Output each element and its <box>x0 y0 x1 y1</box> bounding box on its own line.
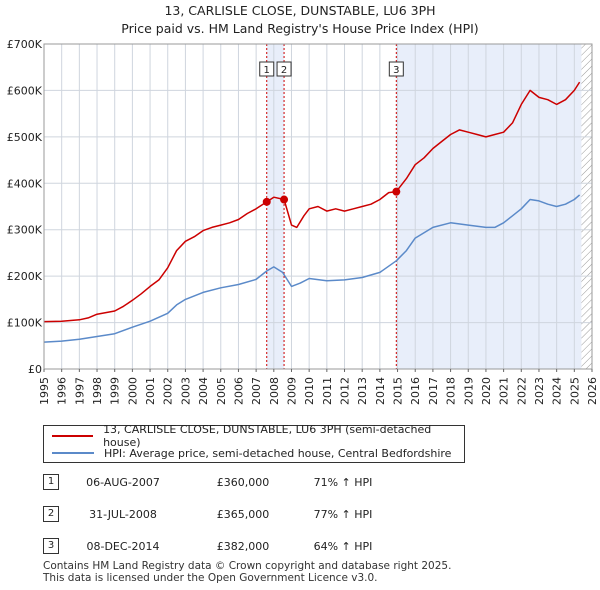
sale-price: £365,000 <box>216 508 270 521</box>
x-tick-label: 2008 <box>268 377 281 405</box>
legend-label-hpi: HPI: Average price, semi-detached house,… <box>104 446 452 460</box>
x-tick-label: 2025 <box>568 377 581 405</box>
x-tick-label: 2013 <box>356 377 369 405</box>
x-tick-label: 2009 <box>285 377 298 405</box>
legend-entry-property: 13, CARLISLE CLOSE, DUNSTABLE, LU6 3PH (… <box>52 423 464 449</box>
footer-attribution: Contains HM Land Registry data © Crown c… <box>43 560 452 584</box>
x-tick-label: 2020 <box>480 377 493 405</box>
legend-label-property: 13, CARLISLE CLOSE, DUNSTABLE, LU6 3PH (… <box>103 423 432 449</box>
chart-subtitle: Price paid vs. HM Land Registry's House … <box>121 21 479 36</box>
sale-1-marker-box <box>259 61 275 77</box>
chart-title-block: 13, CARLISLE CLOSE, DUNSTABLE, LU6 3PH P… <box>0 2 600 38</box>
x-tick-label: 2022 <box>515 377 528 405</box>
table-row: 2 31-JUL-2008 £365,000 77% ↑ HPI <box>43 506 563 524</box>
footer-line-1: Contains HM Land Registry data © Crown c… <box>43 560 452 572</box>
x-tick-label: 2002 <box>162 377 175 405</box>
x-tick-label: 2024 <box>551 377 564 405</box>
x-tick-label: 2014 <box>374 377 387 405</box>
sale-date: 06-AUG-2007 <box>86 476 160 489</box>
x-tick-label: 2007 <box>250 377 263 405</box>
y-tick-label: £100K <box>7 317 43 330</box>
legend-line-hpi <box>52 452 94 454</box>
chart-title: 13, CARLISLE CLOSE, DUNSTABLE, LU6 3PH <box>164 3 436 18</box>
x-tick-label: 2021 <box>498 377 511 405</box>
sale-hpi-change: 64% ↑ HPI <box>313 540 373 553</box>
x-tick-label: 2017 <box>427 377 440 405</box>
x-tick-label: 1997 <box>73 377 86 405</box>
sale-number-badge: 1 <box>43 474 59 490</box>
x-tick-label: 2026 <box>586 377 599 405</box>
x-tick-label: 1998 <box>91 377 104 405</box>
sale-2-marker-box <box>276 61 292 77</box>
sale-3-point <box>392 187 401 196</box>
y-tick-label: £0 <box>28 363 42 376</box>
legend-line-property <box>52 435 94 437</box>
x-tick-label: 2016 <box>409 377 422 405</box>
sale-price: £360,000 <box>216 476 270 489</box>
x-tick-label: 2019 <box>462 377 475 405</box>
y-tick-label: £200K <box>7 270 43 283</box>
sale-3-marker-box <box>388 61 404 77</box>
table-row: 3 08-DEC-2014 £382,000 64% ↑ HPI <box>43 538 563 556</box>
x-tick-label: 2005 <box>215 377 228 405</box>
x-tick-label: 2015 <box>392 377 405 405</box>
x-tick-label: 2011 <box>321 377 334 405</box>
hpi-line <box>43 194 581 343</box>
x-tick-label: 2023 <box>533 377 546 405</box>
sale-1-marker-label: 1 <box>264 65 270 76</box>
legend-entry-hpi: HPI: Average price, semi-detached house,… <box>52 445 451 461</box>
x-tick-label: 2004 <box>197 377 210 405</box>
y-tick-label: £700K <box>7 38 43 51</box>
sale-2-point <box>280 195 289 204</box>
sale-date: 08-DEC-2014 <box>86 540 160 553</box>
x-tick-label: 2001 <box>144 377 157 405</box>
x-tick-label: 1995 <box>38 377 51 405</box>
sale-date: 31-JUL-2008 <box>89 508 157 521</box>
sale-number-badge: 2 <box>43 506 59 522</box>
sale-2-marker-label: 2 <box>281 65 287 76</box>
x-tick-label: 2000 <box>126 377 139 405</box>
chart-legend: 13, CARLISLE CLOSE, DUNSTABLE, LU6 3PH (… <box>43 423 465 463</box>
table-row: 1 06-AUG-2007 £360,000 71% ↑ HPI <box>43 474 563 492</box>
x-tick-label: 2006 <box>232 377 245 405</box>
shaded-period <box>266 44 285 369</box>
plot-frame <box>43 43 593 370</box>
sale-3-marker-label: 3 <box>393 65 399 76</box>
x-tick-label: 2010 <box>303 377 316 405</box>
y-tick-label: £600K <box>7 84 43 97</box>
property-price-line <box>43 81 581 323</box>
x-tick-label: 1999 <box>109 377 122 405</box>
x-tick-label: 2003 <box>179 377 192 405</box>
x-tick-label: 2012 <box>339 377 352 405</box>
sale-1-point <box>262 197 271 206</box>
sale-number-badge: 3 <box>43 538 59 554</box>
y-tick-label: £400K <box>7 177 43 190</box>
y-tick-label: £500K <box>7 131 43 144</box>
x-tick-label: 1996 <box>56 377 69 405</box>
sale-hpi-change: 77% ↑ HPI <box>313 508 373 521</box>
footer-line-2: This data is licensed under the Open Gov… <box>43 571 378 584</box>
x-tick-label: 2018 <box>445 377 458 405</box>
hatched-forecast-region <box>581 44 592 369</box>
shaded-period <box>396 44 582 369</box>
y-tick-label: £300K <box>7 224 43 237</box>
sale-price: £382,000 <box>216 540 270 553</box>
sale-hpi-change: 71% ↑ HPI <box>313 476 373 489</box>
